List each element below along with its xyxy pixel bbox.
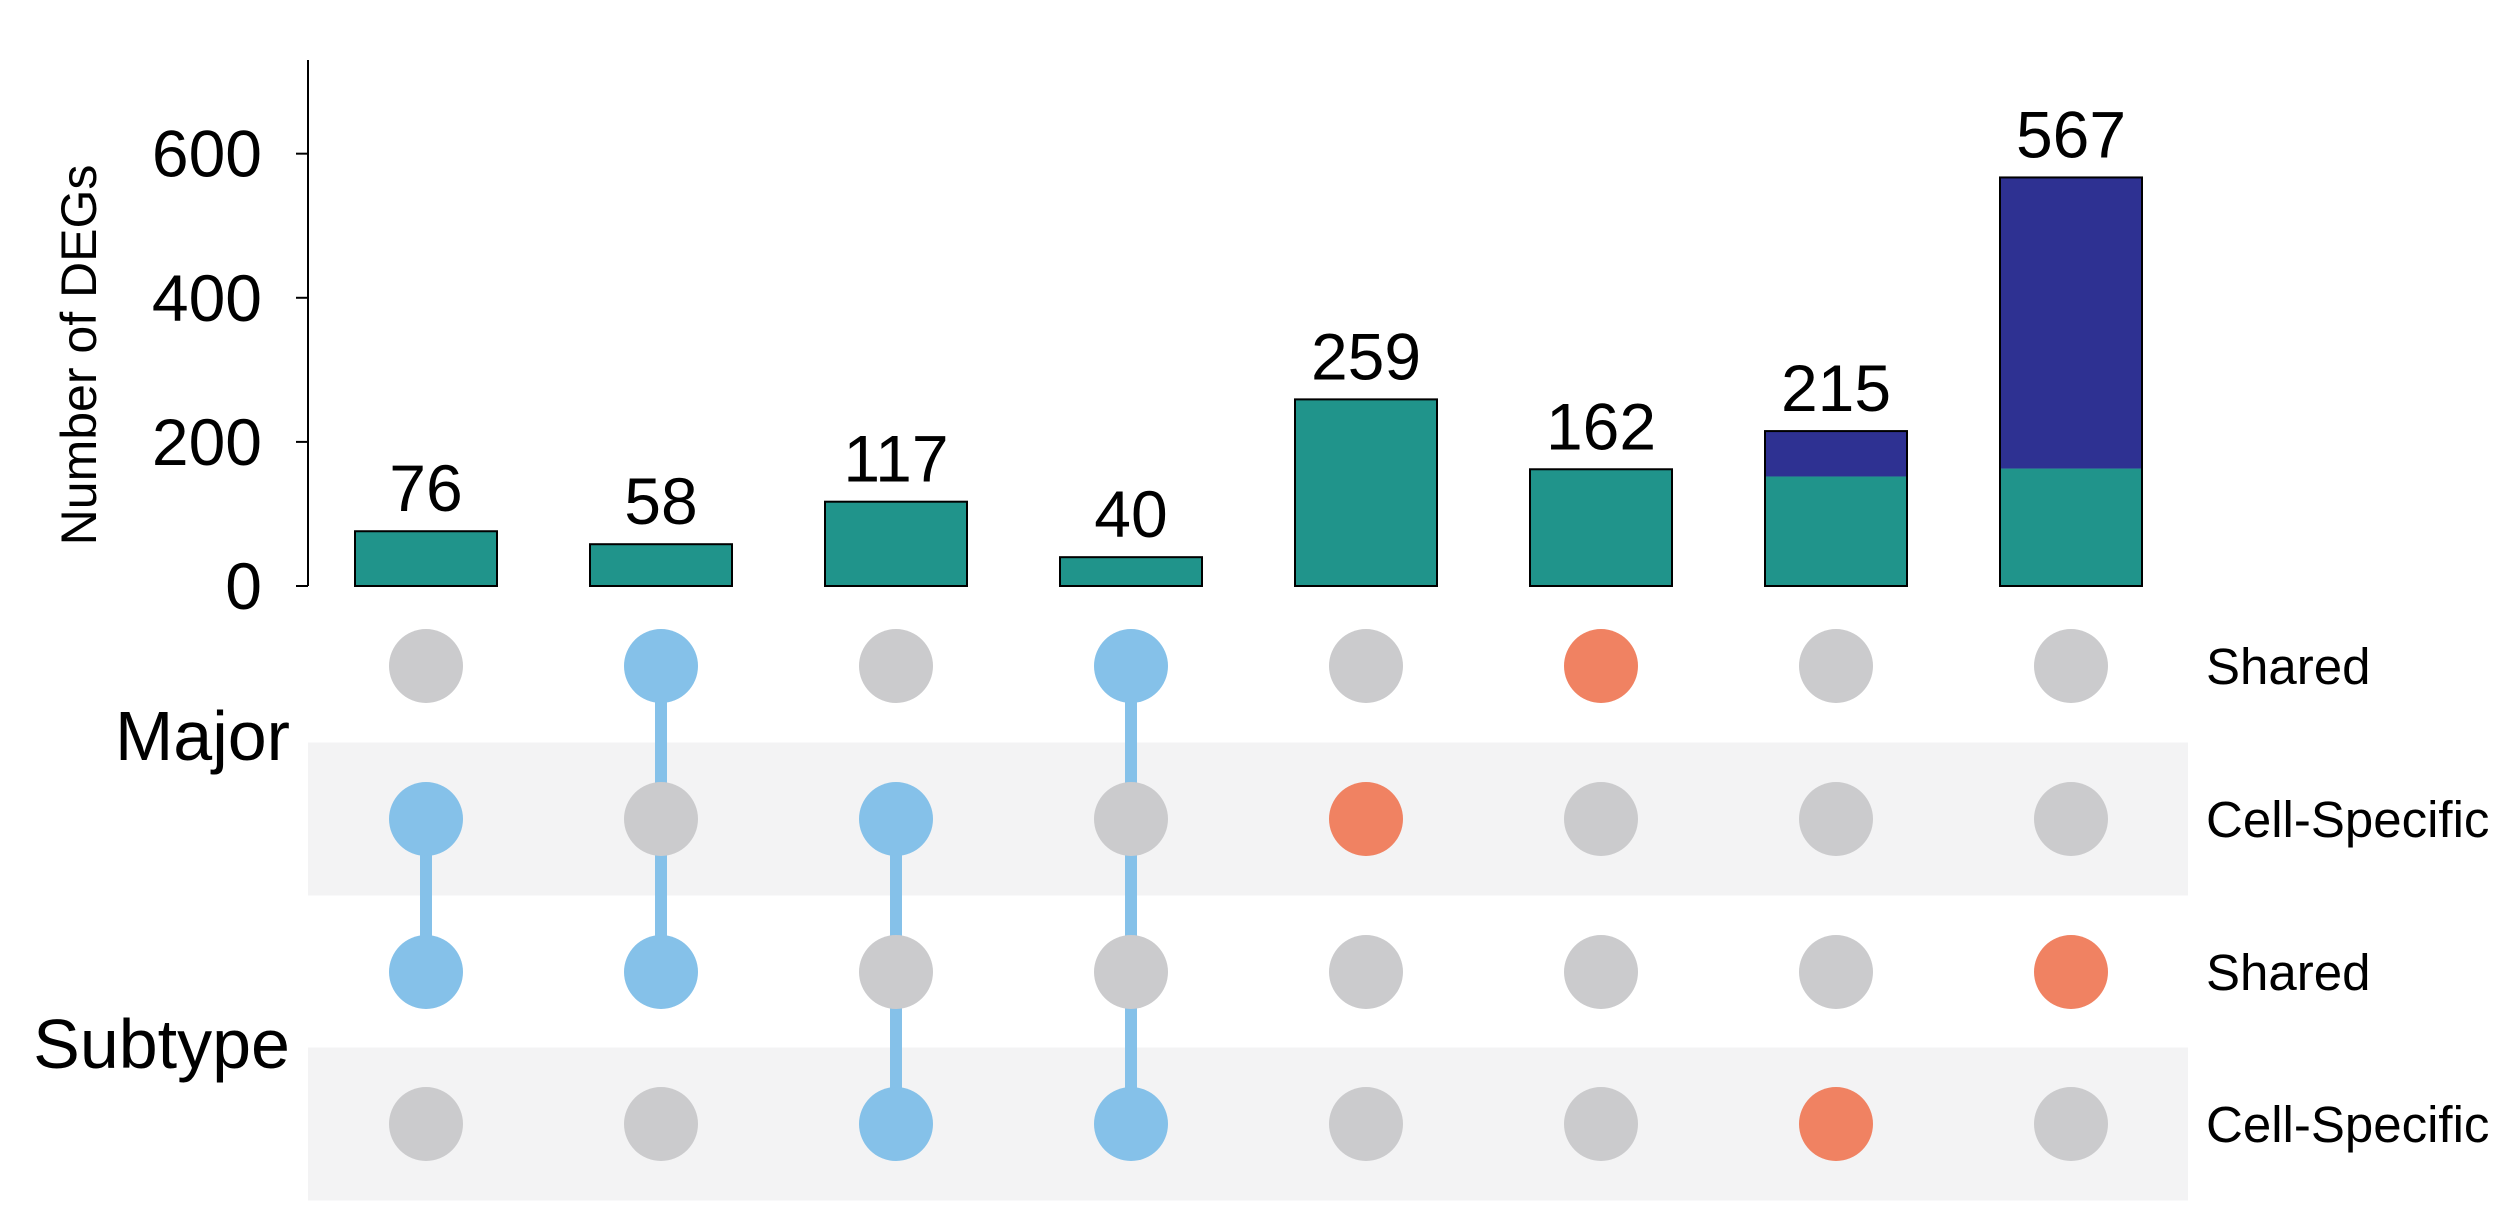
matrix-dot-active xyxy=(859,1087,933,1161)
matrix-dot-empty xyxy=(1329,935,1403,1009)
bar-segment xyxy=(1060,557,1202,586)
bar-outline xyxy=(354,530,498,587)
bar-value-label: 58 xyxy=(624,464,697,538)
matrix-dot-active xyxy=(389,935,463,1009)
bar-series: 76 58 117 40 259 162 215 567 xyxy=(354,97,2143,588)
bar-segment xyxy=(2000,177,2142,469)
y-tick-label: 0 xyxy=(225,549,262,623)
bar-outline xyxy=(1999,176,2143,587)
bar-outline xyxy=(1529,468,1673,588)
matrix-dot-empty xyxy=(1564,1087,1638,1161)
bar-segment xyxy=(1295,399,1437,586)
matrix-dot-empty xyxy=(1799,629,1873,703)
matrix-dot-active xyxy=(1329,782,1403,856)
bar-outline xyxy=(1059,556,1203,588)
matrix-dot-empty xyxy=(1094,782,1168,856)
matrix-dot-empty xyxy=(2034,629,2108,703)
y-axis-label: Number of DEGs xyxy=(51,165,107,546)
matrix-dot-active xyxy=(1094,629,1168,703)
bar-value-label: 162 xyxy=(1546,389,1656,463)
matrix-dot-active xyxy=(1094,1087,1168,1161)
matrix-dot-empty xyxy=(2034,782,2108,856)
matrix-dot-active xyxy=(624,629,698,703)
matrix-row-stripes xyxy=(308,742,2188,1201)
set-label: Shared xyxy=(2206,944,2370,1001)
matrix-dot-empty xyxy=(624,782,698,856)
bar-segment xyxy=(1765,476,1907,586)
matrix-dot-active xyxy=(624,935,698,1009)
matrix-dot-empty xyxy=(1094,935,1168,1009)
matrix-dot-empty xyxy=(859,629,933,703)
set-label: Shared xyxy=(2206,638,2370,695)
bar-value-label: 76 xyxy=(389,451,462,525)
bar-segment xyxy=(2000,468,2142,586)
y-axis: Number of DEGs 0 200 400 600 xyxy=(51,60,309,623)
bar-segment xyxy=(825,501,967,586)
matrix-dot-empty xyxy=(624,1087,698,1161)
intersection-matrix xyxy=(389,629,2108,1161)
set-labels: Shared Cell-Specific Shared Cell-Specific Ma… xyxy=(33,638,2489,1153)
matrix-dot-active xyxy=(1799,1087,1873,1161)
set-label: Cell-Specific xyxy=(2206,791,2489,848)
matrix-row-stripe xyxy=(308,742,2188,896)
group-label: Major xyxy=(115,697,290,775)
matrix-dot-empty xyxy=(389,1087,463,1161)
y-tick-label: 200 xyxy=(152,405,262,479)
matrix-dot-active xyxy=(859,782,933,856)
bar-value-label: 259 xyxy=(1311,319,1421,393)
bar-outline xyxy=(589,543,733,587)
matrix-dot-empty xyxy=(1329,1087,1403,1161)
matrix-row-stripe xyxy=(308,1047,2188,1201)
matrix-dot-active xyxy=(389,782,463,856)
bar-outline xyxy=(1294,398,1438,587)
bar-segment xyxy=(1765,431,1907,477)
bar-segment xyxy=(355,531,497,586)
y-tick-label: 600 xyxy=(152,117,262,191)
matrix-dot-empty xyxy=(1799,782,1873,856)
set-label: Cell-Specific xyxy=(2206,1096,2489,1153)
bar-value-label: 40 xyxy=(1094,477,1167,551)
matrix-dot-empty xyxy=(389,629,463,703)
matrix-dot-active xyxy=(2034,935,2108,1009)
group-label: Subtype xyxy=(33,1005,290,1083)
bar-segment xyxy=(590,544,732,586)
bar-value-label: 215 xyxy=(1781,351,1891,425)
y-tick-label: 400 xyxy=(152,261,262,335)
matrix-dot-empty xyxy=(1564,935,1638,1009)
bar-value-label: 117 xyxy=(843,422,948,496)
bar-outline xyxy=(1764,430,1908,587)
matrix-dot-empty xyxy=(1799,935,1873,1009)
bar-segment xyxy=(1530,469,1672,586)
matrix-dot-empty xyxy=(2034,1087,2108,1161)
bar-outline xyxy=(824,500,968,587)
matrix-dot-empty xyxy=(1329,629,1403,703)
matrix-dot-empty xyxy=(859,935,933,1009)
bar-value-label: 567 xyxy=(2016,97,2126,171)
matrix-dot-active xyxy=(1564,629,1638,703)
matrix-dot-empty xyxy=(1564,782,1638,856)
